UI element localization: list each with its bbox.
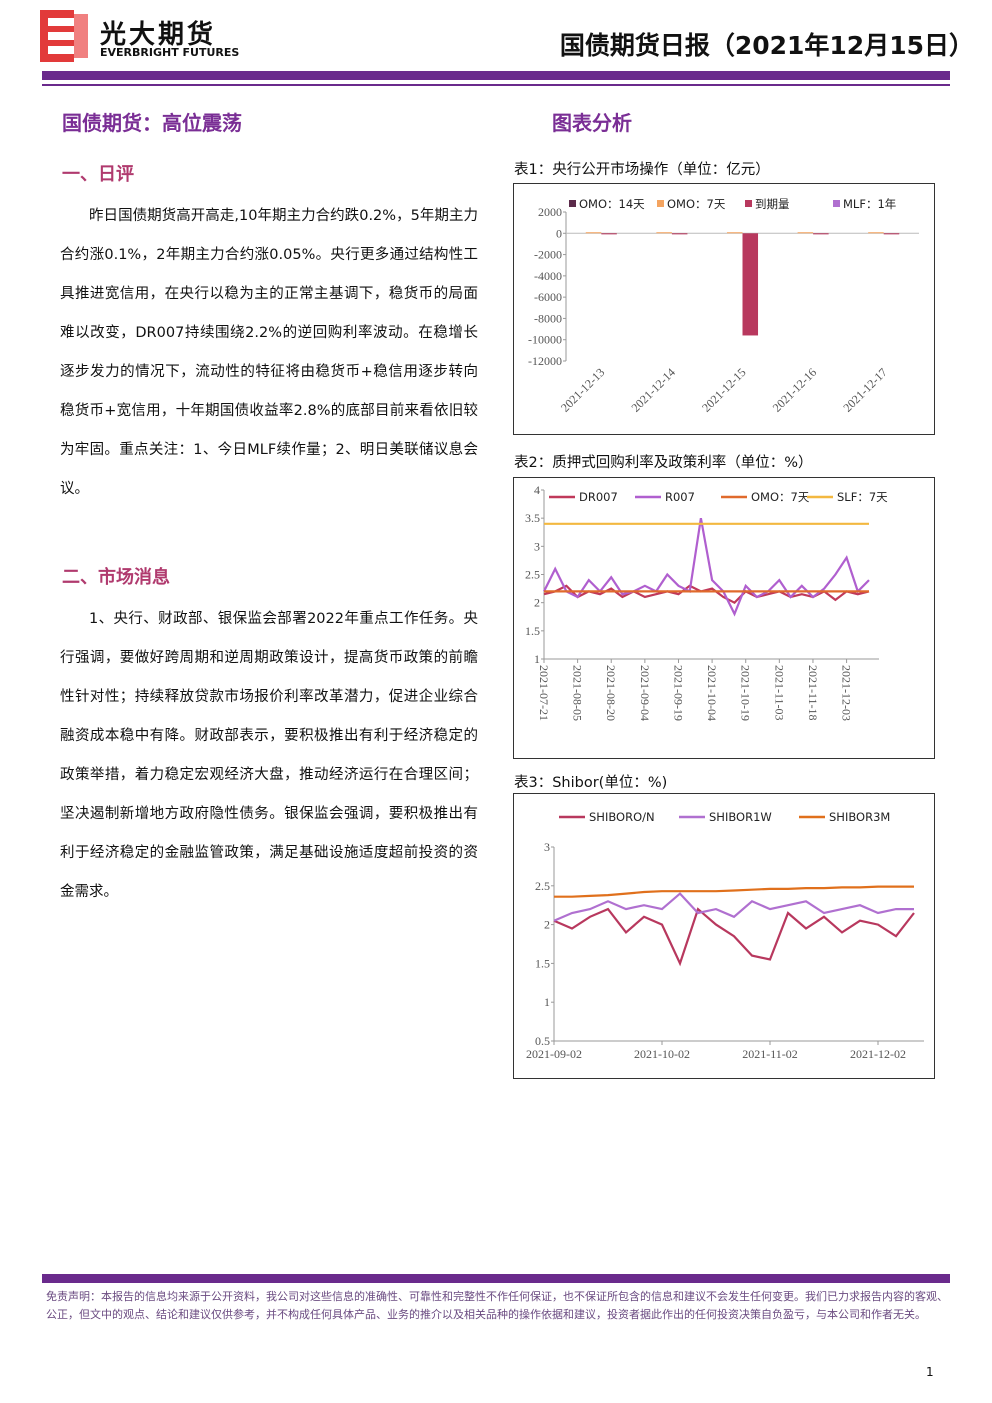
chart: 1 1.5 2 2.5 3 3.5 4 DR007 R007 OMO：7天 SLF：7天 2021-0… bbox=[513, 477, 935, 759]
line bbox=[543, 518, 870, 617]
chart: -12000 -10000 -8000 -6000 -4000 -2000 0 2000 OMO… bbox=[513, 183, 935, 435]
y-tick-label: -12000 bbox=[528, 354, 562, 368]
legend-label: R007 bbox=[665, 490, 695, 504]
legend-swatch bbox=[657, 200, 664, 207]
legend-label: SHIBORO/N bbox=[589, 810, 655, 824]
report-title: 国债期货日报（2021年12月15日） bbox=[559, 31, 974, 60]
y-tick-label: -8000 bbox=[534, 311, 562, 325]
bar bbox=[726, 232, 743, 234]
line bbox=[553, 892, 914, 922]
y-tick-label: -10000 bbox=[528, 333, 562, 347]
x-tick-label: 2021-10-19 bbox=[739, 665, 753, 721]
y-tick-label: 1 bbox=[534, 652, 540, 666]
legend-label: SHIBOR3M bbox=[829, 810, 890, 824]
footer-bar bbox=[42, 1274, 950, 1283]
x-tick-label: 2021-12-02 bbox=[850, 1047, 906, 1061]
y-tick-label: 0.5 bbox=[535, 1034, 550, 1048]
legend-label: OMO：14天 bbox=[579, 197, 645, 211]
legend-label: SHIBOR1W bbox=[709, 810, 772, 824]
legend-label: SLF：7天 bbox=[837, 490, 888, 504]
chart: 0.5 1 1.5 2 2.5 3 SHIBORO/N SHIBOR1W SHIBOR3M 202… bbox=[513, 793, 935, 1079]
line bbox=[554, 885, 914, 898]
y-tick-label: 3 bbox=[544, 840, 550, 854]
legend-swatch bbox=[745, 200, 752, 207]
main-title: 国债期货：高位震荡 bbox=[62, 111, 242, 135]
legend-swatch bbox=[569, 200, 576, 207]
y-tick-label: 3 bbox=[534, 539, 540, 553]
line bbox=[553, 907, 915, 967]
x-tick-label: 2021-10-02 bbox=[634, 1047, 690, 1061]
x-tick-label: 2021-11-02 bbox=[742, 1047, 798, 1061]
x-tick-label: 2021-11-18 bbox=[806, 665, 820, 721]
bar bbox=[868, 232, 884, 234]
y-tick-label: 3.5 bbox=[525, 511, 540, 525]
disclaimer: 免责声明：本报告的信息均来源于公开资料，我公司对这些信息的准确性、可靠性和完整性… bbox=[46, 1290, 948, 1321]
bar bbox=[601, 233, 617, 235]
paragraph: 昨日国债期货高开高走,10年期主力合约跌0.2%，5年期主力合约涨0.1%，2年… bbox=[60, 208, 478, 497]
line bbox=[543, 584, 870, 605]
paragraph: 1、央行、财政部、银保监会部署2022年重点工作任务。央行强调，要做好跨周期和逆… bbox=[60, 611, 478, 900]
x-tick-label: 2021-11-03 bbox=[772, 665, 786, 721]
header-bar bbox=[42, 71, 950, 80]
x-tick-label: 2021-07-21 bbox=[537, 665, 551, 721]
bar bbox=[585, 232, 602, 234]
y-tick-label: 0 bbox=[556, 226, 562, 240]
x-tick-label: 2021-09-19 bbox=[671, 665, 685, 721]
x-tick-label: 2021-09-04 bbox=[638, 665, 652, 721]
y-tick-label: 1 bbox=[544, 995, 550, 1009]
logo-cn: 光大期货 bbox=[100, 20, 217, 50]
x-tick-label: 2021-08-20 bbox=[604, 665, 618, 721]
legend-swatch bbox=[833, 200, 840, 207]
logo-icon bbox=[40, 10, 88, 62]
legend-label: 到期量 bbox=[755, 197, 790, 211]
bar bbox=[656, 232, 672, 234]
bar bbox=[671, 233, 688, 235]
page-number: 1 bbox=[926, 1365, 934, 1379]
y-tick-label: 2.5 bbox=[535, 879, 550, 893]
y-tick-label: 1.5 bbox=[525, 624, 540, 638]
bar bbox=[883, 233, 900, 235]
x-tick-label: 2021-12-13 bbox=[558, 365, 607, 414]
x-tick-label: 2021-12-17 bbox=[840, 365, 889, 414]
y-tick-label: -2000 bbox=[534, 248, 562, 262]
chart-title: 表1：央行公开市场操作（单位：亿元） bbox=[514, 162, 770, 178]
section-heading: 二、市场消息 bbox=[62, 567, 170, 588]
logo-en: EVERBRIGHT FUTURES bbox=[100, 46, 240, 59]
legend-label: DR007 bbox=[579, 490, 618, 504]
x-tick-label: 2021-12-15 bbox=[699, 365, 748, 414]
chart-title: 表2：质押式回购利率及政策利率（单位：%） bbox=[514, 455, 813, 471]
y-tick-label: 2.5 bbox=[525, 568, 540, 582]
legend-label: OMO：7天 bbox=[751, 490, 810, 504]
legend-label: MLF：1年 bbox=[843, 197, 896, 211]
bar bbox=[742, 233, 759, 336]
x-tick-label: 2021-09-02 bbox=[526, 1047, 582, 1061]
section-heading: 一、日评 bbox=[62, 164, 134, 185]
y-tick-label: 2 bbox=[534, 596, 540, 610]
bar bbox=[797, 232, 814, 234]
y-tick-label: 2000 bbox=[538, 205, 562, 219]
x-tick-label: 2021-12-14 bbox=[629, 365, 678, 414]
legend-label: OMO：7天 bbox=[667, 197, 726, 211]
y-tick-label: 4 bbox=[534, 483, 540, 497]
y-tick-label: 1.5 bbox=[535, 956, 550, 970]
bar bbox=[813, 233, 829, 235]
y-tick-label: -4000 bbox=[534, 269, 562, 283]
x-tick-label: 2021-12-16 bbox=[770, 365, 819, 414]
y-tick-label: -6000 bbox=[534, 290, 562, 304]
chart-title: 表3：Shibor(单位：%) bbox=[514, 775, 668, 791]
x-tick-label: 2021-10-04 bbox=[705, 665, 719, 721]
x-tick-label: 2021-08-05 bbox=[571, 665, 585, 721]
analysis-title: 图表分析 bbox=[552, 111, 632, 135]
y-tick-label: 2 bbox=[544, 918, 550, 932]
x-tick-label: 2021-12-03 bbox=[840, 665, 854, 721]
header-rule bbox=[42, 84, 950, 86]
